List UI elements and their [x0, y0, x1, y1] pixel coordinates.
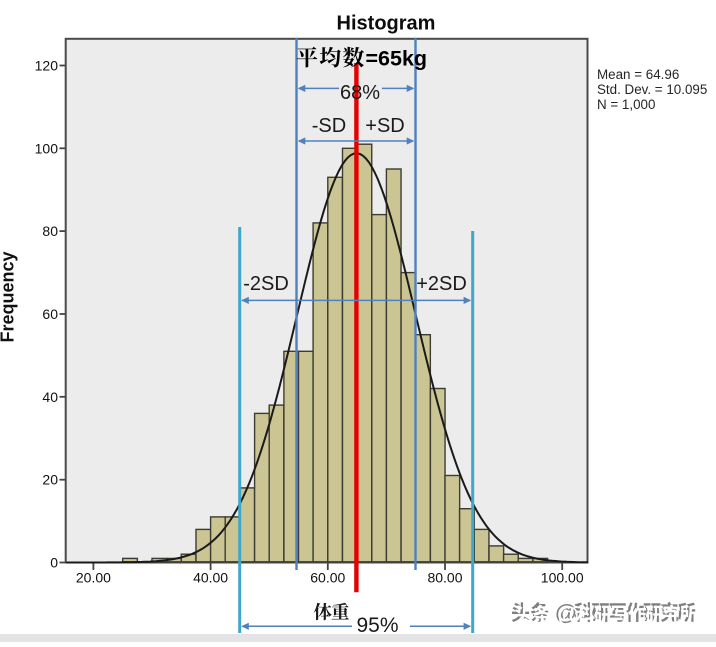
svg-text:120: 120: [35, 58, 59, 74]
svg-text:Frequency: Frequency: [0, 251, 18, 342]
svg-text:-SD: -SD: [312, 115, 346, 137]
svg-text:68%: 68%: [340, 82, 380, 104]
svg-text:80.00: 80.00: [427, 570, 462, 586]
svg-text:Mean = 64.96: Mean = 64.96: [597, 67, 679, 82]
svg-text:Std. Dev. = 10.095: Std. Dev. = 10.095: [597, 82, 707, 97]
svg-text:60.00: 60.00: [310, 570, 345, 586]
svg-text:100.00: 100.00: [541, 570, 584, 586]
svg-text:+SD: +SD: [365, 115, 404, 137]
svg-text:20: 20: [42, 472, 58, 488]
svg-text:80: 80: [42, 223, 58, 239]
svg-text:+2SD: +2SD: [416, 273, 467, 295]
svg-text:@: @: [555, 600, 576, 625]
svg-text:95%: 95%: [356, 614, 398, 637]
svg-text:N = 1,000: N = 1,000: [597, 97, 655, 112]
svg-text:40.00: 40.00: [193, 570, 228, 586]
svg-text:-2SD: -2SD: [243, 273, 289, 295]
svg-text:Histogram: Histogram: [337, 13, 436, 35]
svg-text:@: @: [558, 603, 579, 628]
svg-text:100: 100: [35, 140, 59, 156]
svg-text:=65kg: =65kg: [366, 47, 428, 71]
svg-text:60: 60: [42, 306, 58, 322]
svg-text:20.00: 20.00: [76, 570, 111, 586]
svg-text:40: 40: [42, 389, 58, 405]
svg-text:0: 0: [50, 555, 58, 571]
